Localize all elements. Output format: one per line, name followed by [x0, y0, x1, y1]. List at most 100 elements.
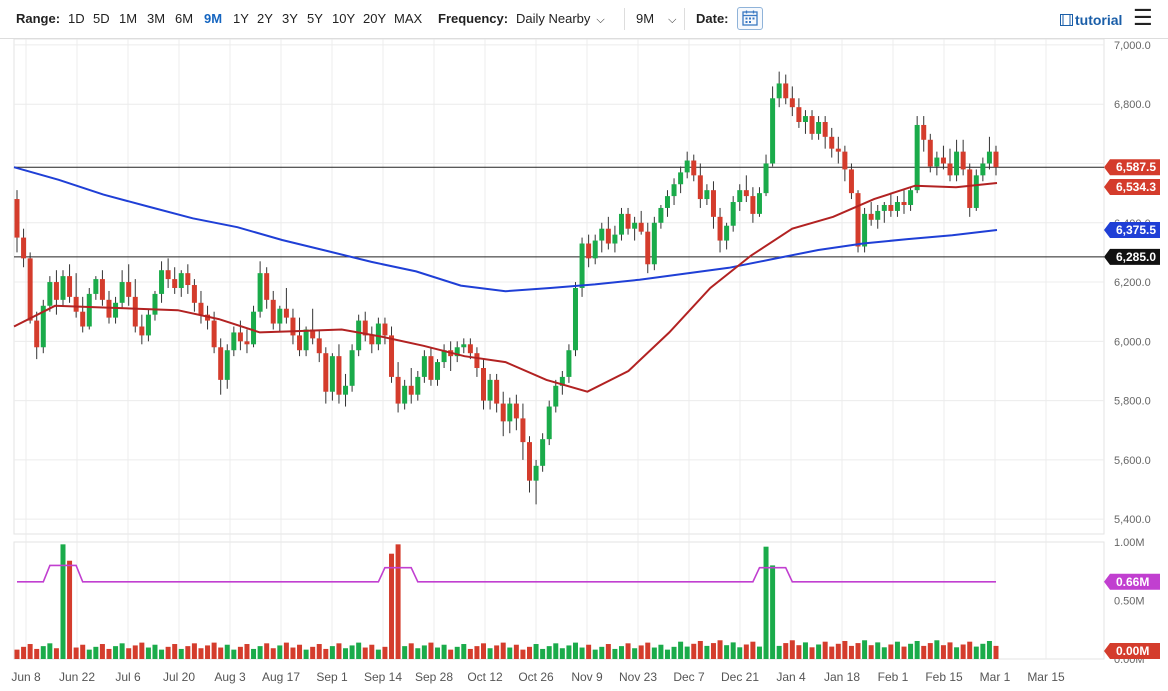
candle: [244, 329, 250, 354]
ma-long-line: [13, 166, 998, 293]
volume-bar: [494, 645, 500, 659]
period-dropdown[interactable]: 9M ⌵: [636, 11, 676, 28]
candle-body: [586, 243, 592, 259]
candle: [691, 154, 697, 182]
hamburger-menu-icon[interactable]: ☰: [1133, 5, 1153, 30]
candle-body: [960, 151, 966, 170]
y-tick-label: 6,000.0: [1114, 336, 1151, 348]
volume-bar: [526, 646, 532, 659]
candle: [448, 341, 454, 371]
volume-ma-label-tag: [1104, 573, 1160, 590]
candle-body: [211, 320, 217, 348]
price-chart: 5,400.05,600.05,800.06,000.06,200.06,400…: [11, 39, 1160, 684]
candle-body: [257, 273, 263, 312]
volume-bar: [954, 647, 960, 659]
range-2y[interactable]: 2Y: [257, 11, 273, 26]
support-level-label-tag: [1104, 248, 1160, 265]
candle-body: [178, 273, 184, 288]
ma-short-label-tag: [1104, 178, 1160, 195]
volume-bar: [145, 647, 151, 659]
candle: [586, 234, 592, 268]
range-10y[interactable]: 10Y: [332, 11, 356, 26]
candle-body: [605, 228, 611, 244]
volume-bar: [73, 647, 79, 659]
volume-bar: [481, 643, 487, 659]
volume-bar: [323, 648, 329, 659]
candle-body: [428, 356, 434, 380]
volume-bar: [224, 644, 230, 659]
candle-body: [251, 311, 257, 345]
candle: [119, 270, 125, 309]
volume-bar: [894, 641, 900, 659]
candle-body: [159, 270, 165, 294]
candle: [533, 459, 539, 505]
candle-body: [954, 151, 960, 176]
range-5y[interactable]: 5Y: [307, 11, 323, 26]
candle: [802, 110, 808, 134]
range-20y[interactable]: 20Y: [363, 11, 387, 26]
candle-body: [270, 299, 276, 324]
range-9m[interactable]: 9M: [204, 11, 223, 26]
candle: [678, 166, 684, 194]
candle-body: [231, 332, 237, 351]
volume-bar: [185, 646, 191, 659]
candle: [973, 169, 979, 211]
frequency-label: Frequency:: [438, 11, 509, 26]
candle: [881, 202, 887, 223]
volume-bar: [559, 648, 565, 659]
candle: [375, 317, 381, 351]
volume-bar: [737, 647, 743, 659]
candle: [297, 317, 303, 357]
volume-bar: [868, 645, 874, 659]
candle: [704, 184, 710, 205]
candle-body: [730, 202, 736, 226]
candle-body: [80, 311, 86, 327]
candle: [829, 127, 835, 158]
candle-body: [980, 163, 986, 176]
volume-bars: [14, 544, 999, 659]
candle: [592, 234, 598, 265]
candle: [60, 270, 66, 306]
candle: [776, 71, 782, 108]
candle-body: [973, 175, 979, 208]
volume-bar: [940, 645, 946, 659]
range-6m[interactable]: 6M: [175, 11, 194, 26]
tutorial-link[interactable]: tutorial: [1060, 12, 1122, 28]
volume-bar: [461, 644, 467, 659]
ma-short-line: [13, 182, 998, 393]
range-max[interactable]: MAX: [394, 11, 423, 26]
volume-bar: [592, 649, 598, 659]
candle-body: [875, 210, 881, 220]
candle-body: [343, 385, 349, 395]
volume-bar: [783, 643, 789, 659]
candle-body: [743, 190, 749, 197]
range-1y[interactable]: 1Y: [233, 11, 249, 26]
candle-body: [599, 228, 605, 241]
volume-bar: [776, 645, 782, 659]
candle: [283, 287, 289, 324]
range-3m[interactable]: 3M: [147, 11, 166, 26]
candle: [389, 326, 395, 383]
range-3y[interactable]: 3Y: [282, 11, 298, 26]
candle-body: [106, 299, 112, 318]
candle: [270, 290, 276, 330]
candle-body: [855, 193, 861, 247]
candle: [80, 296, 86, 333]
candle: [763, 154, 769, 197]
candle: [435, 359, 441, 386]
calendar-button[interactable]: [737, 7, 763, 30]
candle-body: [297, 335, 303, 351]
candle: [809, 110, 815, 140]
range-1m[interactable]: 1M: [119, 11, 138, 26]
candle: [172, 267, 178, 294]
range-1d[interactable]: 1D: [68, 11, 85, 26]
candle-body: [145, 314, 151, 336]
candle-body: [507, 403, 513, 422]
frequency-dropdown[interactable]: Daily Nearby ⌵: [516, 11, 605, 28]
volume-bar: [730, 642, 736, 659]
range-5d[interactable]: 5D: [93, 11, 110, 26]
volume-bar: [93, 646, 99, 659]
candle-body: [191, 285, 197, 303]
candle-body: [441, 350, 447, 363]
volume-bar: [165, 646, 171, 659]
